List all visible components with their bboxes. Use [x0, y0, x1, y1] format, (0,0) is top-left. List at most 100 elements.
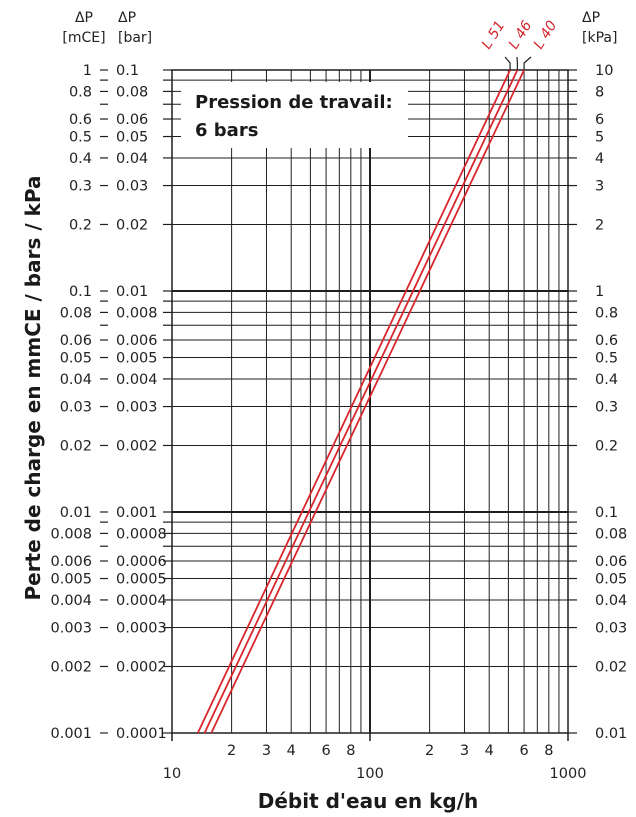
series-label: L 51 — [479, 18, 509, 52]
x-minor-tick-label: 6 — [321, 743, 330, 759]
y-kpa-tick-label: 0.1 — [595, 505, 618, 521]
y-bar-tick-label: 0.05 — [116, 130, 148, 146]
y-bar-tick-label: 0.006 — [116, 333, 158, 349]
x-minor-tick-label: 3 — [262, 743, 271, 759]
y-bar-tick-label: 0.008 — [116, 305, 158, 321]
x-axis-title: Débit d'eau en kg/h — [258, 789, 479, 813]
y-bar-tick-label: 0.0006 — [116, 554, 167, 570]
annotation-box: Pression de travail: 6 bars — [181, 82, 408, 148]
x-major-tick-label: 1000 — [550, 766, 587, 782]
y-kpa-tick-label: 8 — [595, 84, 604, 100]
y-mce-tick-label: 0.08 — [60, 305, 92, 321]
y-kpa-tick-label: 6 — [595, 112, 604, 128]
y-mce-tick-label: 0.06 — [60, 333, 92, 349]
y-bar-tick-label: 0.0005 — [116, 572, 167, 588]
y-bar-tick-label: 0.02 — [116, 217, 148, 233]
y-mce-tick-label: 0.006 — [50, 554, 92, 570]
y-mce-tick-label: 0.002 — [50, 659, 92, 675]
y-mce-tick-label: 0.02 — [60, 438, 92, 454]
y-mce-tick-label: 0.6 — [69, 112, 92, 128]
y-axis-title: Perte de charge en mmCE / bars / kPa — [21, 175, 45, 600]
y-bar-tick-label: 0.004 — [116, 372, 158, 388]
y-kpa-tick-label: 0.2 — [595, 438, 618, 454]
series-leader-line — [504, 56, 511, 70]
right-header-unit: [kPa] — [582, 30, 617, 46]
left-inner-header-symbol: ΔP — [118, 10, 136, 26]
y-mce-tick-label: 0.008 — [50, 526, 92, 542]
y-mce-tick-label: 0.001 — [50, 726, 92, 742]
y-mce-tick-label: 0.01 — [60, 505, 92, 521]
y-bar-tick-label: 0.06 — [116, 112, 148, 128]
x-minor-tick-label: 4 — [287, 743, 296, 759]
series-leader-line — [523, 56, 532, 70]
y-kpa-tick-label: 0.5 — [595, 351, 618, 367]
x-minor-tick-label: 2 — [227, 743, 236, 759]
x-major-tick-label: 10 — [163, 766, 181, 782]
y-bar-tick-label: 0.0003 — [116, 621, 167, 637]
axes: L 51L 46L 40 1 0.1 10 0.8 0.08 8 0.6 0.06 6 0.5 0.0… — [50, 18, 627, 782]
y-kpa-tick-label: 1 — [595, 284, 604, 300]
y-bar-tick-label: 0.001 — [116, 505, 158, 521]
series-lines — [196, 69, 525, 734]
y-mce-tick-label: 0.04 — [60, 372, 92, 388]
y-kpa-tick-label: 0.06 — [595, 554, 627, 570]
y-mce-tick-label: 0.004 — [50, 593, 92, 609]
annotation-background — [181, 82, 408, 148]
y-mce-tick-label: 0.3 — [69, 179, 92, 195]
series-label: L 40 — [531, 18, 561, 52]
y-kpa-tick-label: 5 — [595, 130, 604, 146]
y-bar-tick-label: 0.03 — [116, 179, 148, 195]
y-kpa-tick-label: 0.04 — [595, 593, 627, 609]
y-kpa-tick-label: 10 — [595, 63, 613, 79]
y-mce-tick-label: 0.003 — [50, 621, 92, 637]
left-outer-header-symbol: ΔP — [75, 10, 93, 26]
y-bar-tick-label: 0.0002 — [116, 659, 167, 675]
y-kpa-tick-label: 0.05 — [595, 572, 627, 588]
y-bar-tick-label: 0.002 — [116, 438, 158, 454]
axis-headers: ΔP [mCE] ΔP [bar] ΔP [kPa] — [62, 10, 617, 46]
x-major-tick-label: 100 — [356, 766, 384, 782]
x-minor-tick-label: 6 — [519, 743, 528, 759]
y-mce-tick-label: 0.005 — [50, 572, 92, 588]
annotation-line-2: 6 bars — [195, 120, 258, 141]
y-bar-tick-label: 0.003 — [116, 400, 158, 416]
y-kpa-tick-label: 0.02 — [595, 659, 627, 675]
right-header-symbol: ΔP — [582, 10, 600, 26]
series-label: L 46 — [506, 18, 536, 52]
series-line-l40 — [210, 69, 525, 734]
y-mce-tick-label: 0.2 — [69, 217, 92, 233]
annotation-line-1: Pression de travail: — [195, 92, 393, 113]
y-mce-tick-label: 0.03 — [60, 400, 92, 416]
y-kpa-tick-label: 2 — [595, 217, 604, 233]
y-mce-tick-label: 1 — [83, 63, 92, 79]
y-bar-tick-label: 0.0008 — [116, 526, 167, 542]
left-inner-header-unit: [bar] — [118, 30, 152, 46]
y-kpa-tick-label: 0.3 — [595, 400, 618, 416]
y-kpa-tick-label: 3 — [595, 179, 604, 195]
y-bar-tick-label: 0.01 — [116, 284, 148, 300]
y-bar-tick-label: 0.0001 — [116, 726, 167, 742]
y-mce-tick-label: 0.1 — [69, 284, 92, 300]
y-bar-tick-label: 0.08 — [116, 84, 148, 100]
y-kpa-tick-label: 0.01 — [595, 726, 627, 742]
y-mce-tick-label: 0.8 — [69, 84, 92, 100]
y-bar-tick-label: 0.0004 — [116, 593, 167, 609]
y-kpa-tick-label: 0.8 — [595, 305, 618, 321]
y-mce-tick-label: 0.4 — [69, 151, 92, 167]
x-minor-tick-label: 8 — [346, 743, 355, 759]
left-outer-header-unit: [mCE] — [62, 30, 105, 46]
x-minor-tick-label: 3 — [460, 743, 469, 759]
y-mce-tick-label: 0.5 — [69, 130, 92, 146]
y-kpa-tick-label: 0.4 — [595, 372, 618, 388]
x-minor-tick-label: 4 — [485, 743, 494, 759]
y-mce-tick-label: 0.05 — [60, 351, 92, 367]
series-line-l46 — [203, 69, 519, 734]
y-kpa-tick-label: 4 — [595, 151, 604, 167]
x-minor-tick-label: 8 — [544, 743, 553, 759]
y-bar-tick-label: 0.04 — [116, 151, 148, 167]
series-line-l51 — [196, 69, 511, 734]
y-kpa-tick-label: 0.6 — [595, 333, 618, 349]
y-kpa-tick-label: 0.03 — [595, 621, 627, 637]
y-kpa-tick-label: 0.08 — [595, 526, 627, 542]
